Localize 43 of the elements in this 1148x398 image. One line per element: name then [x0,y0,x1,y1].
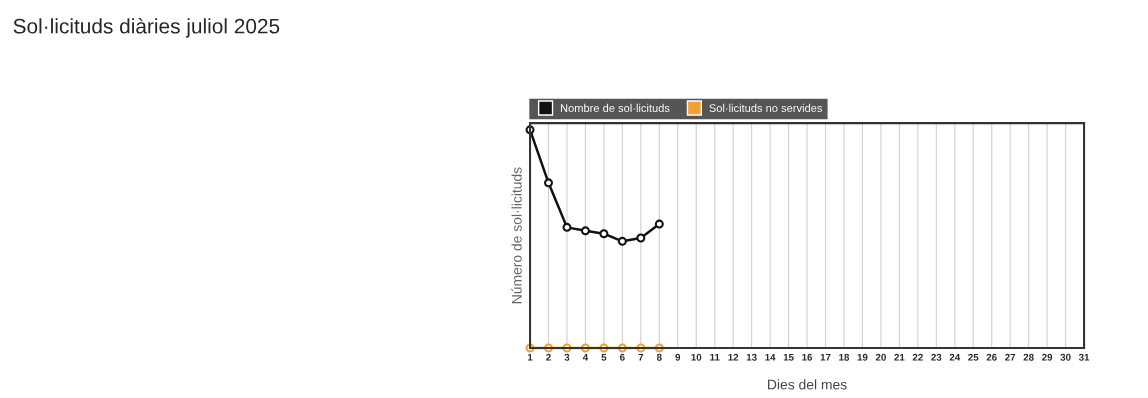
x-tick-label: 10 [691,353,702,361]
x-tick-label: 18 [839,353,850,361]
x-tick-label: 4 [582,353,589,361]
x-tick-label: 25 [968,353,979,361]
x-tick-label: 30 [1060,353,1071,361]
x-tick-label: 1 [527,353,533,361]
x-tick-label: 14 [765,353,776,361]
x-tick-label: 8 [656,353,662,361]
x-tick-label: 7 [638,353,644,361]
point [580,226,590,236]
x-tick-label: 22 [912,353,923,361]
point [654,219,664,229]
x-tick-label: 2 [546,353,551,361]
x-tick-label: 27 [1005,353,1016,361]
x-tick-label: 29 [1042,353,1053,361]
text: Sol·licituds diàries juliol 2025 [13,18,280,38]
x-tick-label: 6 [620,353,625,361]
x-tick-label: 16 [802,353,813,361]
x-tick-label: 28 [1023,353,1034,361]
legend-label: Sol·licituds no servides [709,103,823,112]
x-tick-label: 15 [783,353,794,361]
x-tick-label: 9 [675,353,681,361]
x-tick-label: 13 [746,353,757,361]
x-tick-label: 19 [857,353,868,361]
point [599,229,609,239]
legend-label: Nombre de sol·licituds [560,103,670,112]
x-tick-label: 23 [931,353,942,361]
point [562,222,572,232]
x-tick-label: 20 [875,353,886,361]
point [636,233,646,243]
x-tick-label: 11 [710,353,720,361]
x-tick-label: 26 [986,353,997,361]
x-tick-label: 17 [820,353,831,361]
x-tick-label: 21 [894,353,905,361]
x-tick-label: 5 [601,353,607,361]
x-tick-label: 24 [949,353,961,361]
x-axis-title: Dies del mes [768,379,847,390]
point [543,178,554,188]
x-tick-label: 12 [728,353,739,361]
x-tick-label: 3 [564,353,570,361]
x-tick-label: 31 [1078,353,1090,361]
y-axis-title: Número de sol·licituds [511,167,522,304]
point [617,236,627,246]
